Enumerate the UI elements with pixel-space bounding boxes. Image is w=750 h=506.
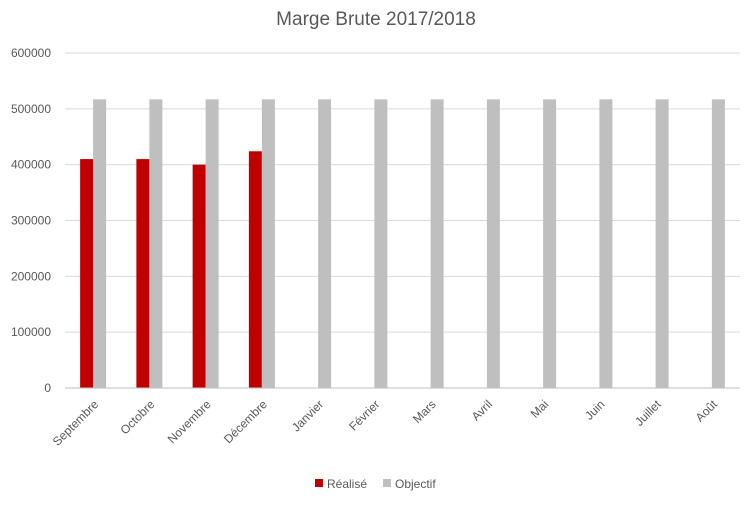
bar-objectif-7 bbox=[486, 99, 500, 388]
bar-realise-1 bbox=[136, 159, 150, 388]
bar-objectif-8 bbox=[543, 99, 557, 388]
legend-label-realise: Réalisé bbox=[327, 477, 367, 491]
chart-title: Marge Brute 2017/2018 bbox=[276, 9, 476, 30]
y-tick-label: 600000 bbox=[11, 46, 51, 60]
legend-swatch-realise bbox=[315, 479, 323, 487]
x-tick-label: Février bbox=[346, 397, 382, 433]
bar-objectif-9 bbox=[599, 99, 613, 388]
bar-realise-3 bbox=[248, 151, 262, 388]
bar-objectif-2 bbox=[205, 99, 219, 388]
x-tick-label: Mars bbox=[410, 397, 439, 426]
bar-objectif-5 bbox=[374, 99, 388, 388]
bars bbox=[80, 99, 725, 388]
bar-realise-0 bbox=[80, 159, 94, 388]
y-tick-label: 400000 bbox=[11, 158, 51, 172]
x-tick-label: Décembre bbox=[221, 397, 270, 446]
bar-objectif-4 bbox=[318, 99, 332, 388]
x-axis-ticks: Septembre Octobre Novembre Décembre Janvier F… bbox=[50, 397, 721, 449]
x-tick-label: Juin bbox=[582, 397, 607, 422]
bar-realise-2 bbox=[192, 164, 206, 388]
bar-objectif-11 bbox=[711, 99, 725, 388]
x-tick-label: Mai bbox=[528, 397, 552, 421]
x-tick-label: Novembre bbox=[165, 397, 214, 446]
gridlines bbox=[65, 52, 740, 333]
x-tick-label: Septembre bbox=[50, 397, 102, 449]
y-tick-label: 200000 bbox=[11, 269, 51, 283]
x-tick-label: Octobre bbox=[117, 397, 157, 437]
bar-objectif-6 bbox=[430, 99, 444, 388]
y-axis-ticks: 0 100000 200000 300000 400000 500000 600000 bbox=[11, 46, 51, 395]
legend: Réalisé Objectif bbox=[315, 477, 436, 491]
legend-swatch-objectif bbox=[383, 479, 391, 487]
legend-label-objectif: Objectif bbox=[395, 477, 436, 491]
y-tick-label: 100000 bbox=[11, 325, 51, 339]
bar-objectif-10 bbox=[655, 99, 669, 388]
bar-objectif-0 bbox=[93, 99, 107, 388]
x-tick-label: Janvier bbox=[289, 397, 326, 434]
y-tick-label: 0 bbox=[44, 381, 51, 395]
bar-objectif-3 bbox=[261, 99, 275, 388]
y-tick-label: 500000 bbox=[11, 102, 51, 116]
bar-objectif-1 bbox=[149, 99, 163, 388]
x-tick-label: Avril bbox=[469, 397, 495, 423]
x-tick-label: Août bbox=[693, 397, 721, 425]
x-tick-label: Juillet bbox=[632, 397, 664, 429]
y-tick-label: 300000 bbox=[11, 214, 51, 228]
